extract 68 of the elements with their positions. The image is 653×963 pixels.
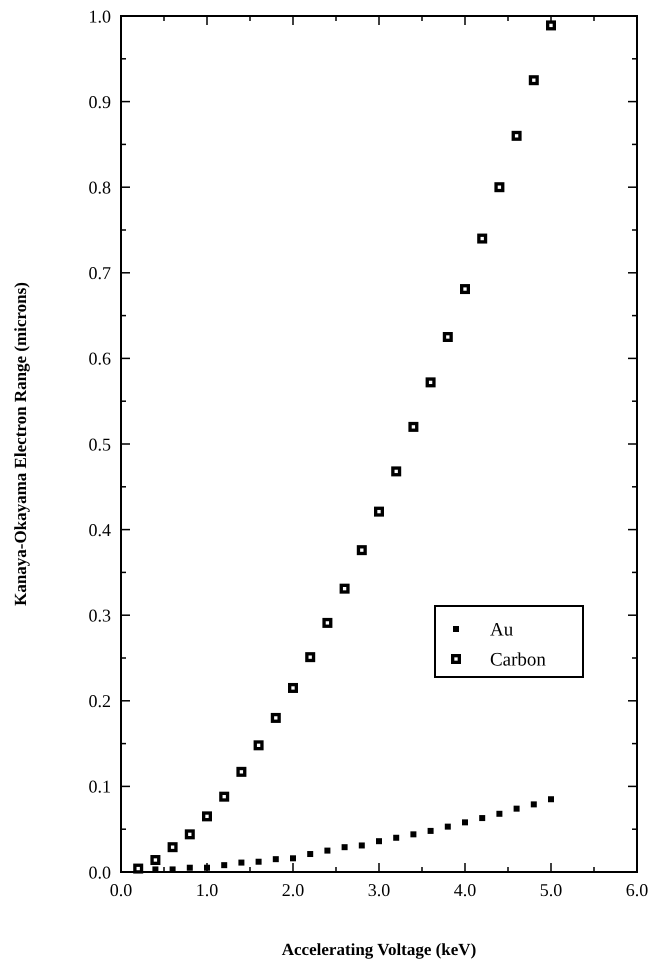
legend-label: Au: [490, 620, 514, 641]
y-tick-label: 0.2: [88, 691, 111, 712]
y-tick-label: 0.6: [88, 348, 111, 369]
point: [548, 796, 554, 802]
point: [442, 332, 453, 342]
y-tick-label: 0.1: [88, 776, 111, 797]
point: [444, 824, 451, 830]
x-tick-label: 5.0: [540, 880, 562, 900]
point: [494, 182, 504, 192]
x-tick-label: 1.0: [196, 880, 218, 900]
y-tick-label: 0.4: [88, 520, 111, 540]
point: [426, 377, 436, 388]
point: [254, 740, 264, 750]
y-tick-label: 0.5: [88, 434, 111, 454]
y-tick-label: 0.0: [88, 862, 111, 882]
y-tick-label: 0.3: [88, 606, 111, 626]
x-tick-label: 0.0: [110, 880, 132, 900]
point: [530, 801, 537, 808]
point: [528, 75, 539, 86]
point: [256, 858, 262, 865]
point: [496, 810, 502, 817]
point: [374, 506, 384, 517]
point: [168, 842, 178, 852]
x-tick-label: 3.0: [368, 880, 390, 900]
point: [150, 855, 160, 866]
point: [410, 831, 416, 838]
point: [356, 545, 367, 556]
point: [391, 466, 402, 476]
legend-label: Carbon: [490, 650, 546, 671]
point: [133, 864, 144, 874]
point: [358, 842, 365, 848]
point: [428, 828, 434, 834]
point: [236, 766, 246, 777]
y-tick-label: 0.9: [88, 92, 111, 112]
point: [460, 284, 470, 294]
point: [322, 618, 332, 628]
x-tick-label: 2.0: [282, 880, 304, 900]
point: [514, 806, 520, 812]
point: [408, 422, 418, 432]
point: [186, 864, 193, 871]
point: [221, 862, 228, 868]
y-tick-label: 1.0: [88, 6, 111, 26]
point: [462, 819, 468, 826]
x-tick-label: 4.0: [454, 880, 476, 900]
point: [290, 855, 296, 862]
point: [305, 652, 316, 662]
y-axis-title: Kanaya-Okayama Electron Range (microns): [11, 282, 30, 606]
point: [512, 130, 522, 141]
point: [272, 856, 279, 862]
point: [288, 682, 298, 693]
point: [393, 834, 400, 841]
point: [376, 838, 382, 844]
point: [342, 844, 348, 850]
x-axis-title: Accelerating Voltage (keV): [282, 940, 476, 959]
y-tick-label: 0.8: [88, 178, 111, 198]
point: [324, 848, 330, 854]
x-tick-label: 6.0: [626, 880, 648, 900]
point: [184, 829, 195, 840]
point: [219, 792, 230, 802]
point: [270, 712, 281, 723]
point: [238, 860, 244, 866]
point: [340, 584, 350, 594]
point: [477, 234, 488, 244]
point: [202, 811, 212, 822]
y-tick-label: 0.7: [88, 263, 111, 284]
point: [546, 20, 556, 30]
point: [307, 851, 314, 858]
point: [479, 815, 486, 822]
